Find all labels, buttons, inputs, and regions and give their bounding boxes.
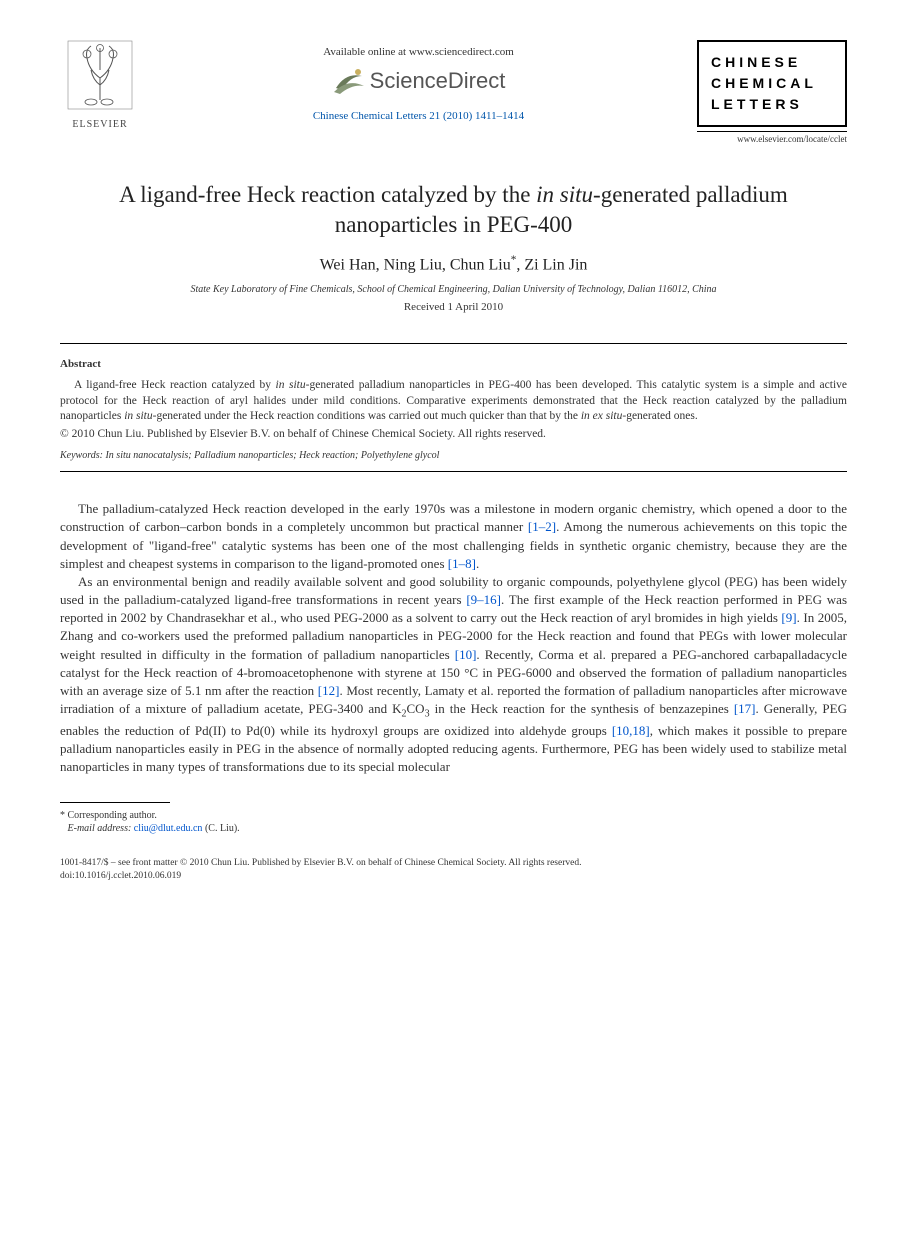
- journal-title-box: CHINESE CHEMICAL LETTERS: [697, 40, 847, 127]
- keywords-text: In situ nanocatalysis; Palladium nanopar…: [103, 450, 439, 461]
- page-header: ELSEVIER Available online at www.science…: [60, 40, 847, 144]
- ref-4[interactable]: [9]: [781, 610, 796, 625]
- elsevier-tree-icon: [67, 40, 133, 110]
- ref-6[interactable]: [12]: [318, 683, 340, 698]
- journal-box-line-1: CHINESE: [711, 52, 833, 73]
- title-pre: A ligand-free Heck reaction catalyzed by…: [119, 182, 536, 207]
- abstract-heading: Abstract: [60, 358, 847, 370]
- authors-main: Wei Han, Ning Liu, Chun Liu: [320, 256, 511, 273]
- authors-tail: , Zi Lin Jin: [516, 256, 587, 273]
- elsevier-label: ELSEVIER: [60, 119, 140, 130]
- rule-top: [60, 343, 847, 344]
- p1c: .: [476, 556, 479, 571]
- corresponding-author-note: * Corresponding author.: [60, 809, 847, 822]
- corresponding-email[interactable]: cliu@dlut.edu.cn: [134, 823, 203, 834]
- abstract-text: A ligand-free Heck reaction catalyzed by…: [60, 378, 847, 425]
- received-date: Received 1 April 2010: [60, 301, 847, 313]
- abs-i2: in situ: [124, 410, 152, 422]
- elsevier-logo-block: ELSEVIER: [60, 40, 140, 130]
- rule-bottom: [60, 471, 847, 472]
- keywords-label: Keywords:: [60, 450, 103, 461]
- sciencedirect-logo: ScienceDirect: [332, 66, 506, 96]
- abs-i1: in situ: [276, 379, 306, 391]
- abs-s4: -generated ones.: [622, 410, 697, 422]
- abs-s3: -generated under the Heck reaction condi…: [153, 410, 581, 422]
- ref-5[interactable]: [10]: [455, 647, 477, 662]
- front-matter-block: 1001-8417/$ – see front matter © 2010 Ch…: [60, 857, 847, 882]
- ref-3[interactable]: [9–16]: [466, 592, 501, 607]
- title-italic: in situ: [536, 182, 593, 207]
- keywords-line: Keywords: In situ nanocatalysis; Palladi…: [60, 450, 847, 461]
- article-title: A ligand-free Heck reaction catalyzed by…: [60, 180, 847, 240]
- journal-reference[interactable]: Chinese Chemical Letters 21 (2010) 1411–…: [140, 110, 697, 122]
- header-center: Available online at www.sciencedirect.co…: [140, 40, 697, 122]
- abs-s1: A ligand-free Heck reaction catalyzed by: [74, 379, 276, 391]
- sciencedirect-text: ScienceDirect: [370, 68, 506, 94]
- abs-i3: in ex situ: [581, 410, 623, 422]
- p2f: CO: [407, 701, 425, 716]
- ref-8[interactable]: [10,18]: [612, 723, 650, 738]
- email-label: E-mail address:: [68, 823, 132, 834]
- affiliation: State Key Laboratory of Fine Chemicals, …: [60, 284, 847, 295]
- sciencedirect-swoosh-icon: [332, 66, 366, 96]
- email-tail: (C. Liu).: [202, 823, 239, 834]
- journal-url[interactable]: www.elsevier.com/locate/cclet: [697, 131, 847, 144]
- journal-box-line-3: LETTERS: [711, 94, 833, 115]
- ref-2[interactable]: [1–8]: [448, 556, 476, 571]
- ref-1[interactable]: [1–2]: [528, 519, 556, 534]
- ref-7[interactable]: [17]: [734, 701, 756, 716]
- p2g: in the Heck reaction for the synthesis o…: [430, 701, 734, 716]
- issn-copyright: 1001-8417/$ – see front matter © 2010 Ch…: [60, 857, 847, 869]
- journal-box-line-2: CHEMICAL: [711, 73, 833, 94]
- abstract-copyright: © 2010 Chun Liu. Published by Elsevier B…: [60, 427, 847, 443]
- journal-box-block: CHINESE CHEMICAL LETTERS www.elsevier.co…: [697, 40, 847, 144]
- body-paragraph-2: As an environmental benign and readily a…: [60, 573, 847, 776]
- authors-line: Wei Han, Ning Liu, Chun Liu*, Zi Lin Jin: [60, 254, 847, 274]
- doi[interactable]: doi:10.1016/j.cclet.2010.06.019: [60, 870, 847, 882]
- available-online-text: Available online at www.sciencedirect.co…: [140, 46, 697, 58]
- footnote-rule: [60, 802, 170, 803]
- email-line: E-mail address: cliu@dlut.edu.cn (C. Liu…: [60, 822, 847, 835]
- body-paragraph-1: The palladium-catalyzed Heck reaction de…: [60, 500, 847, 573]
